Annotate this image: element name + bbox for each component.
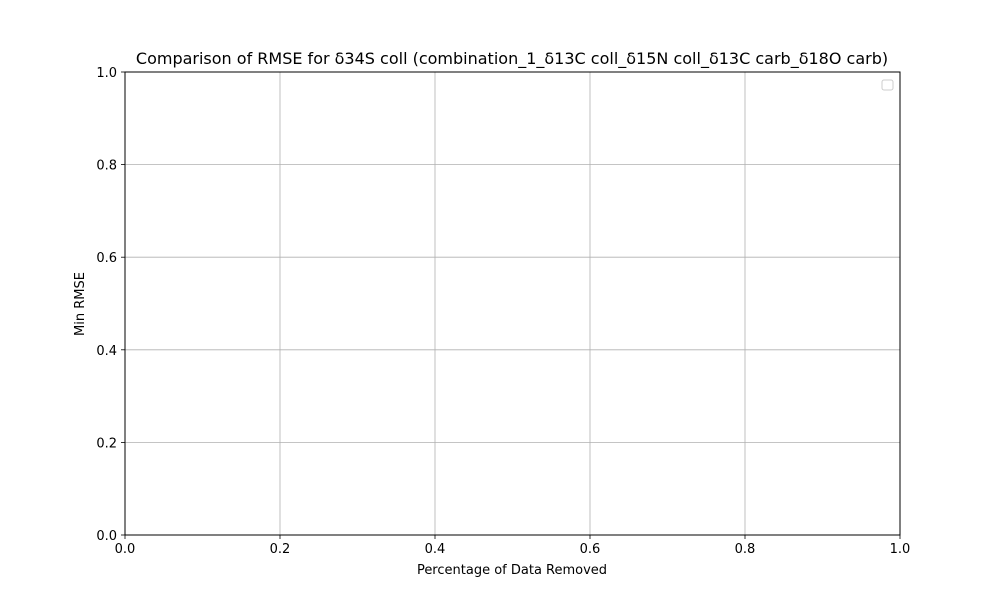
- y-tick-label: 0.2: [96, 436, 117, 451]
- plot-area: [125, 72, 900, 535]
- x-tick-label: 0.8: [735, 542, 756, 557]
- y-tick-label: 0.0: [96, 529, 117, 544]
- x-tick-label: 0.2: [270, 542, 291, 557]
- y-axis-label: Min RMSE: [73, 272, 88, 336]
- axes-frame: [124, 71, 901, 536]
- chart-title: Comparison of RMSE for δ34S coll (combin…: [136, 49, 888, 69]
- y-tick-label: 0.6: [96, 251, 117, 266]
- x-axis-label: Percentage of Data Removed: [417, 563, 607, 578]
- y-axis-ticks: 0.0 0.2 0.4 0.6 0.8 1.0: [96, 66, 125, 544]
- y-tick-label: 0.4: [96, 344, 117, 359]
- legend-box: [881, 79, 894, 91]
- x-axis-ticks: 0.0 0.2 0.4 0.6 0.8 1.0: [115, 535, 911, 557]
- x-tick-label: 1.0: [890, 542, 911, 557]
- x-tick-label: 0.4: [425, 542, 446, 557]
- x-tick-label: 0.6: [580, 542, 601, 557]
- y-tick-label: 1.0: [96, 66, 117, 81]
- x-tick-label: 0.0: [115, 542, 136, 557]
- y-tick-label: 0.8: [96, 159, 117, 174]
